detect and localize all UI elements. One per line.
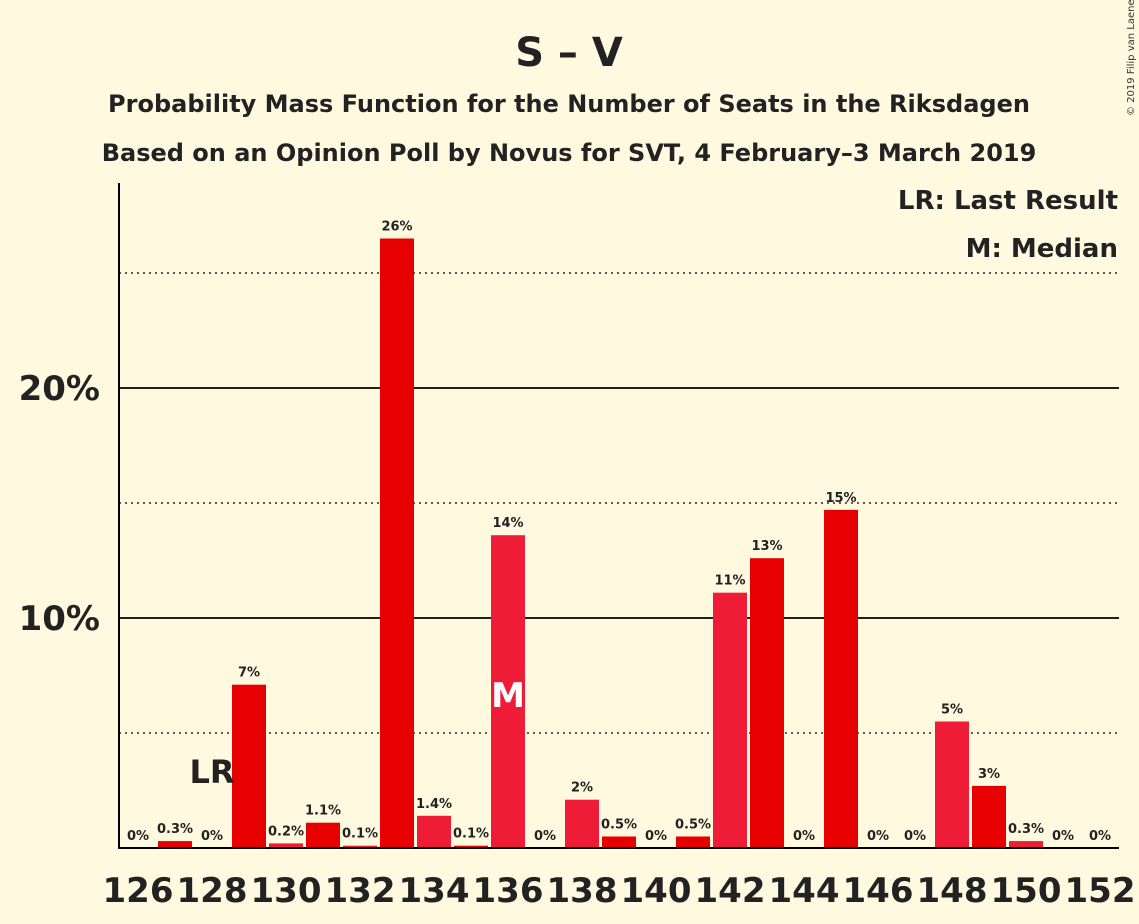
bar-data-label: 15% (825, 491, 856, 506)
bar-data-label: 0% (793, 829, 815, 844)
x-tick-label: 134 (399, 871, 470, 911)
bar-data-label: 0% (1052, 829, 1074, 844)
bar-data-label: 14% (492, 516, 523, 531)
bar-seat-141 (676, 836, 710, 848)
y-tick-label: 20% (19, 369, 100, 409)
bar-seat-149 (972, 785, 1006, 848)
y-tick-labels: 10% 20% (19, 369, 100, 639)
x-tick-label: 130 (251, 871, 322, 911)
bar-seat-139 (602, 836, 636, 848)
bar-data-label: 0.2% (268, 824, 304, 839)
bar-data-label: 0% (867, 829, 889, 844)
chart-title: S – V (515, 30, 623, 76)
bar-data-label: 3% (978, 767, 1000, 782)
bar-data-label: 0% (201, 829, 223, 844)
bar-seat-127 (158, 841, 192, 848)
bar-seat-143 (750, 558, 784, 848)
legend-last-result: LR: Last Result (898, 186, 1118, 216)
bar-data-label: 1.1% (305, 804, 341, 819)
bar-seat-134 (417, 815, 451, 848)
bar-seat-133 (380, 238, 414, 848)
bar-data-label: 0.3% (1008, 822, 1044, 837)
chart-subtitle-2: Based on an Opinion Poll by Novus for SV… (102, 139, 1037, 167)
bar-seat-132 (343, 845, 377, 848)
bar-seat-136 (491, 535, 525, 848)
chart-subtitle-1: Probability Mass Function for the Number… (108, 90, 1030, 118)
x-tick-label: 152 (1065, 871, 1136, 911)
bar-data-label: 5% (941, 703, 963, 718)
y-tick-label: 10% (19, 599, 100, 639)
bar-data-label: 0% (127, 829, 149, 844)
bar-seat-135 (454, 845, 488, 848)
bar-seat-150 (1009, 841, 1043, 848)
median-marker: M (491, 676, 525, 716)
bar-seat-138 (565, 799, 599, 848)
bar-data-label: 0.5% (675, 818, 711, 833)
copyright-notice: © 2019 Filip van Laenen (1126, 0, 1137, 116)
bar-data-label: 11% (714, 574, 745, 589)
bar-data-label: 26% (381, 220, 412, 235)
bar-data-label: 0% (1089, 829, 1111, 844)
bar-data-label: 0% (645, 829, 667, 844)
bar-data-label: 0% (904, 829, 926, 844)
x-tick-labels: 126 128 130 132 134 136 138 140 142 144 146 148 150 1… (103, 871, 1136, 911)
bar-seat-131 (306, 822, 340, 848)
bar-data-label: 0.1% (453, 827, 489, 842)
x-tick-label: 140 (621, 871, 692, 911)
x-tick-label: 142 (695, 871, 766, 911)
bar-data-label: 0.3% (157, 822, 193, 837)
bar-seat-145 (824, 509, 858, 848)
bar-seat-142 (713, 592, 747, 848)
grid-lines (119, 272, 1119, 734)
x-tick-label: 128 (177, 871, 248, 911)
x-tick-label: 146 (843, 871, 914, 911)
bar-seat-148 (935, 721, 969, 848)
last-result-marker: LR (189, 753, 234, 791)
bar-seat-129 (232, 684, 266, 848)
x-tick-label: 144 (769, 871, 840, 911)
bar-seat-130 (269, 843, 303, 848)
x-tick-label: 136 (473, 871, 544, 911)
bar-data-label: 0.5% (601, 818, 637, 833)
legend-median: M: Median (966, 234, 1118, 264)
x-tick-label: 150 (991, 871, 1062, 911)
bars: 0% 0.3% 0%7%0.2%1.1%0.1%26%1.4%0.1%14%0%2%… (127, 220, 1111, 848)
bar-data-label: 7% (238, 666, 260, 681)
bar-data-label: 0% (534, 829, 556, 844)
x-tick-label: 148 (917, 871, 988, 911)
x-tick-label: 138 (547, 871, 618, 911)
bar-data-label: 2% (571, 781, 593, 796)
bar-data-label: 0.1% (342, 827, 378, 842)
x-tick-label: 126 (103, 871, 174, 911)
x-tick-label: 132 (325, 871, 396, 911)
bar-data-label: 1.4% (416, 797, 452, 812)
bar-data-label: 13% (751, 539, 782, 554)
